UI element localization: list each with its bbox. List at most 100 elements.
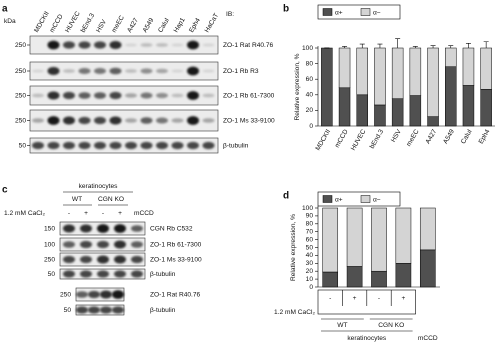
band	[156, 43, 168, 47]
band	[109, 41, 122, 49]
band	[202, 43, 215, 47]
band	[78, 92, 91, 99]
y-tick-label: 70	[306, 228, 314, 235]
marker-label: 250	[15, 68, 26, 75]
band	[187, 116, 199, 125]
lane-label: HSV	[95, 18, 108, 34]
band	[78, 141, 91, 150]
band	[125, 141, 137, 150]
band	[80, 270, 92, 278]
band	[125, 118, 137, 123]
antibody-label: ZO-1 Rat R40.76	[150, 291, 201, 298]
band	[202, 93, 215, 98]
band	[80, 240, 92, 249]
bar-segment	[395, 263, 412, 288]
lane-label: Hap1	[173, 16, 187, 33]
y-tick-label: 80	[306, 60, 314, 67]
unit-label: kDa	[4, 18, 16, 25]
band	[76, 306, 88, 314]
group-name: WT	[337, 322, 347, 329]
band	[131, 255, 143, 264]
treatment-sign: -	[102, 210, 104, 217]
legend-label: α+	[335, 196, 343, 203]
band	[78, 68, 91, 74]
y-tick-label: 20	[306, 268, 314, 275]
antibody-label: ZO-1 Rb 61-7300	[150, 241, 202, 248]
bar-segment	[374, 104, 386, 127]
band	[140, 92, 153, 99]
band	[140, 68, 153, 74]
legend-label: α+	[335, 9, 343, 16]
y-tick-label: 0	[309, 284, 313, 291]
band	[63, 224, 75, 233]
band	[187, 66, 199, 76]
band	[112, 306, 124, 314]
band	[114, 270, 126, 278]
bar-segment	[480, 89, 492, 127]
panel-label: d	[283, 191, 289, 202]
antibody-label: β-tubulin	[150, 307, 176, 314]
x-tick-label: HUVEC	[350, 128, 368, 152]
band	[47, 67, 60, 75]
lane-label: CaluI	[157, 17, 171, 34]
antibody-label: ZO-1 Rb R3	[223, 68, 259, 75]
band	[125, 93, 137, 98]
band	[32, 93, 44, 98]
bar-segment	[322, 271, 339, 288]
bar-segment	[346, 266, 363, 288]
band	[202, 69, 215, 73]
band	[78, 41, 91, 49]
x-tick-label: -	[378, 295, 380, 302]
bar-segment	[338, 87, 351, 127]
marker-label: 250	[44, 256, 55, 263]
bar-segment	[419, 207, 436, 251]
marker-label: 100	[44, 241, 55, 248]
band	[131, 270, 143, 278]
band	[140, 43, 153, 47]
lane-label: bEnd.3	[80, 12, 97, 34]
band	[63, 255, 75, 264]
error-bar	[448, 45, 454, 48]
treatment-sign: +	[84, 210, 88, 217]
legend-swatch	[360, 195, 371, 203]
reference-label: mCCD	[418, 335, 438, 342]
band	[47, 40, 60, 50]
band	[63, 69, 75, 73]
band	[80, 255, 92, 264]
band	[97, 270, 109, 278]
antibody-label: β-tubulin	[150, 271, 176, 278]
y-tick-label: 80	[306, 221, 314, 228]
x-tick-label: Eph4	[478, 128, 492, 145]
bar-segment	[409, 47, 422, 96]
y-tick-label: 60	[306, 236, 314, 243]
legend-label: α−	[373, 9, 381, 16]
band	[94, 92, 106, 99]
y-axis-title: Relative expression, %	[294, 53, 301, 120]
band	[187, 91, 199, 100]
band	[100, 290, 112, 299]
lane-label: A549	[142, 17, 156, 34]
band	[114, 255, 126, 264]
ib-label: IB:	[226, 11, 234, 18]
bar-segment	[391, 47, 404, 99]
legend-swatch	[322, 8, 333, 16]
lane-label: meEC	[111, 14, 126, 34]
bar-segment	[338, 47, 351, 89]
band	[156, 92, 168, 99]
band	[63, 116, 75, 125]
band	[156, 117, 168, 124]
bar-segment	[419, 249, 436, 288]
bar-segment	[356, 47, 368, 96]
band	[131, 225, 143, 232]
lane-label: mCCD	[49, 13, 65, 34]
treatment-label: 1.2 mM CaCl₂	[274, 309, 315, 316]
band	[32, 141, 44, 150]
band	[156, 141, 168, 150]
band	[97, 240, 109, 249]
bar-segment	[462, 47, 475, 86]
x-tick-label: mCCD	[334, 128, 350, 149]
band	[114, 224, 126, 233]
y-tick-label: 90	[306, 213, 314, 220]
band	[109, 116, 122, 125]
marker-label: 150	[44, 225, 55, 232]
